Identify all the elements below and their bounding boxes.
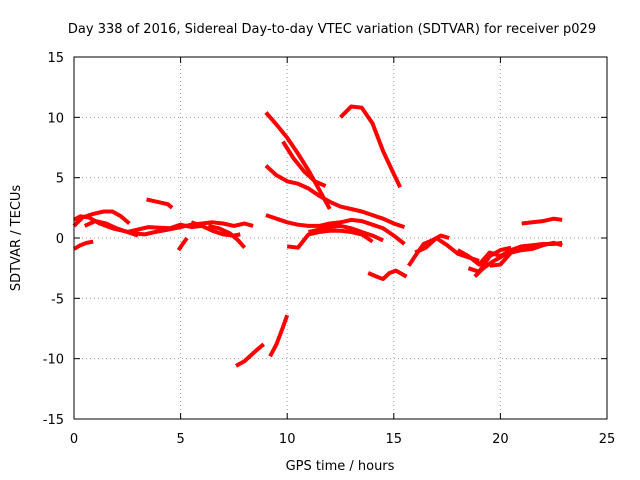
series-line-s20 [407,233,450,267]
chart-title: Day 338 of 2016, Sidereal Day-to-day VTE… [68,22,596,37]
series-line-s17 [308,223,384,243]
series-line-s8 [207,223,247,250]
y-tick-label: -10 [43,353,64,368]
series-line-s5 [146,197,174,210]
series-line-s4 [72,239,94,251]
data-series [72,104,563,368]
series-line-s6 [126,222,203,234]
y-tick-label: 15 [47,51,64,66]
y-axis-label: SDTVAR / TECUs [9,185,24,292]
y-tick-label: 5 [56,172,64,187]
grid-lines [74,57,607,419]
series-line-s10 [235,342,265,368]
x-axis-label: GPS time / hours [286,459,395,474]
x-tick-label: 20 [492,432,509,447]
series-line-s25 [489,240,563,268]
series-line-s18 [339,104,403,189]
x-tick-label: 0 [70,432,78,447]
y-tick-label: 0 [56,232,64,247]
series-line-s14 [264,164,406,229]
y-tick-label: -5 [51,292,64,307]
y-tick-label: -15 [43,413,64,428]
series-line-s9 [176,236,189,252]
x-tick-label: 5 [176,432,184,447]
y-tick-label: 10 [47,111,64,126]
x-tick-label: 25 [599,432,616,447]
series-line-s11 [268,314,290,358]
series-line-s12 [264,111,332,210]
series-line-s13 [281,140,327,188]
series-line-s15 [265,213,406,246]
axis-ticks [73,56,608,420]
tick-labels: 0 5 10 15 20 25 -15 -10 -5 0 5 10 15 [43,51,616,447]
plot-frame [73,56,608,420]
series-line-s2 [72,209,131,228]
series-line-s26 [521,216,563,226]
x-tick-label: 15 [386,432,403,447]
series-line-s19 [367,268,408,281]
series-line-s23 [467,245,512,274]
x-tick-label: 10 [279,432,296,447]
series-line-s16 [286,228,374,250]
